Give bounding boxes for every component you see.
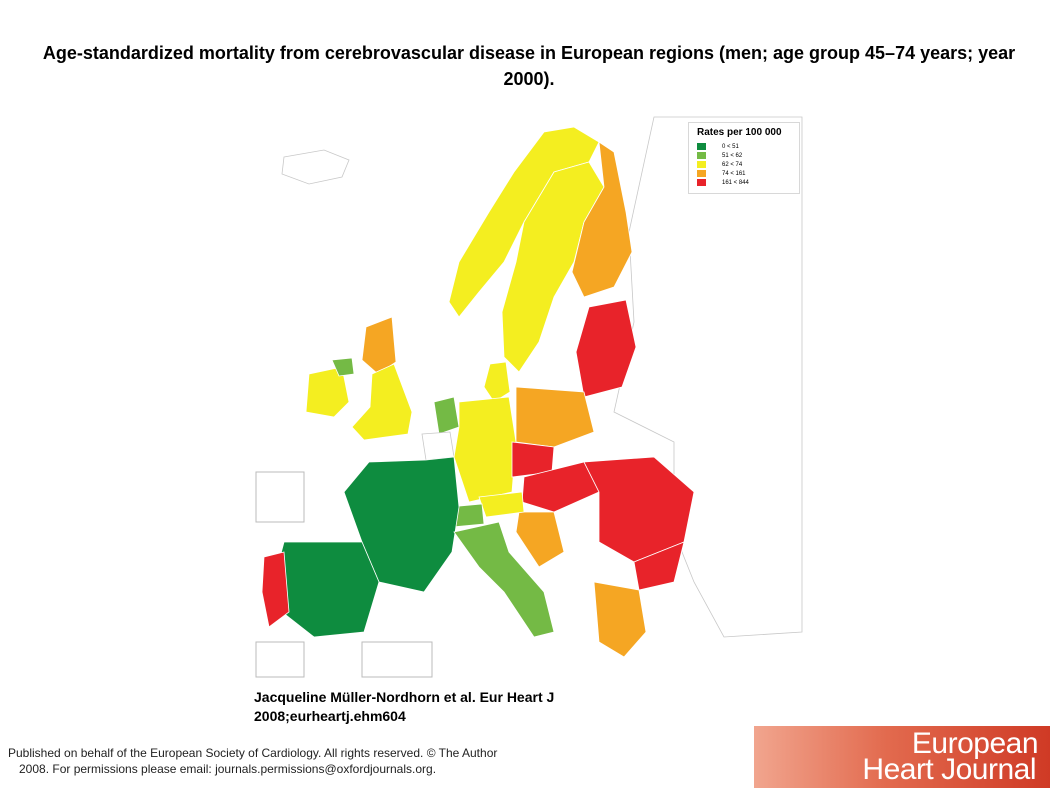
legend-swatch <box>697 179 706 186</box>
region-netherlands <box>433 396 460 435</box>
legend-swatch <box>697 161 706 168</box>
copyright-footer: Published on behalf of the European Soci… <box>8 745 497 777</box>
region-finland <box>571 141 633 298</box>
legend-item: 62 < 74 <box>697 161 742 169</box>
inset-box-canaries <box>255 471 305 523</box>
legend-label: 62 < 74 <box>722 162 743 168</box>
legend-item: 161 < 844 <box>697 179 749 187</box>
legend-swatch <box>697 152 706 159</box>
region-italy <box>453 521 555 638</box>
region-northern-ireland <box>331 357 355 377</box>
region-germany <box>453 396 517 503</box>
region-spain <box>275 541 380 638</box>
legend-swatch <box>697 170 706 177</box>
legend-label: 0 < 51 <box>722 144 739 150</box>
region-austria <box>478 491 525 518</box>
citation-line-2: 2008;eurheartj.ehm604 <box>254 708 406 724</box>
european-heart-journal-logo: European Heart Journal <box>754 726 1050 788</box>
region-portugal <box>261 551 290 628</box>
legend-item: 0 < 51 <box>697 143 739 151</box>
region-poland <box>515 386 595 448</box>
footer-line-1: Published on behalf of the European Soci… <box>8 746 498 760</box>
legend-swatch <box>697 143 706 150</box>
legend-label: 74 < 161 <box>722 171 746 177</box>
logo-line-1: European <box>911 727 1039 760</box>
region-iceland <box>281 149 350 185</box>
region-denmark <box>483 361 511 403</box>
citation-line-1: Jacqueline Müller-Nordhorn et al. Eur He… <box>254 689 555 705</box>
citation: Jacqueline Müller-Nordhorn et al. Eur He… <box>254 688 554 726</box>
map-legend: Rates per 100 000 0 < 51 51 < 62 62 < 74… <box>688 122 800 194</box>
logo-line-2: Heart Journal <box>862 753 1036 786</box>
legend-item: 74 < 161 <box>697 170 746 178</box>
region-belgium <box>421 431 455 461</box>
region-baltic-states <box>575 299 637 398</box>
region-greece <box>593 581 647 658</box>
europe-choropleth-map <box>255 116 803 678</box>
region-croatia <box>515 511 565 568</box>
legend-label: 161 < 844 <box>722 180 749 186</box>
region-england <box>351 363 413 441</box>
region-france <box>343 456 460 593</box>
inset-box-islands <box>361 641 433 678</box>
footer-line-2: 2008. For permissions please email: jour… <box>19 762 437 776</box>
legend-label: 51 < 62 <box>722 153 743 159</box>
region-bulgaria <box>633 541 685 591</box>
slide-title: Age-standardized mortality from cerebrov… <box>42 43 1016 89</box>
inset-box-madeira <box>255 641 305 678</box>
legend-item: 51 < 62 <box>697 152 742 160</box>
legend-title: Rates per 100 000 <box>697 127 782 138</box>
